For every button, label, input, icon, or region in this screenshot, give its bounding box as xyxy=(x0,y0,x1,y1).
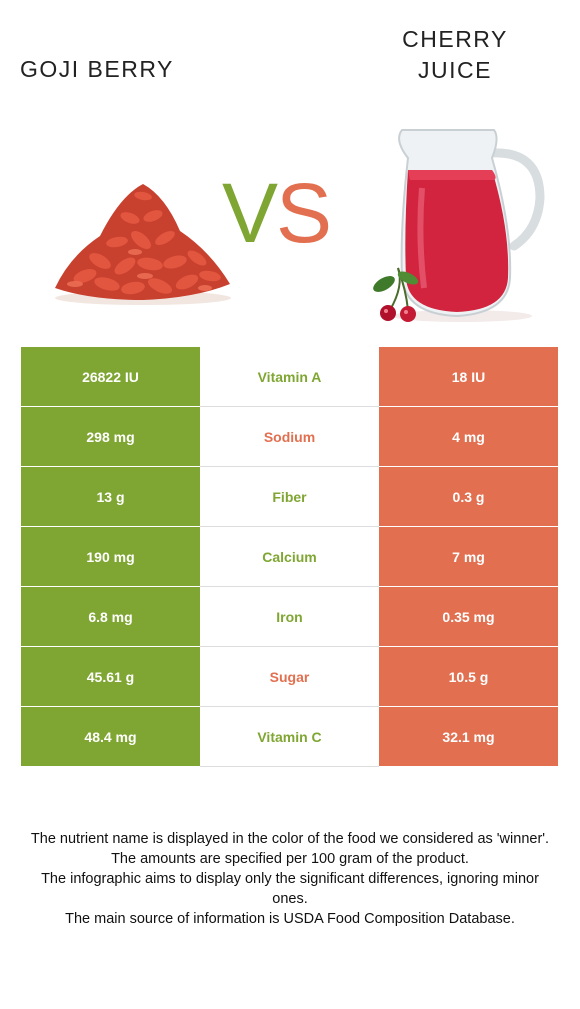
left-value: 45.61 g xyxy=(21,647,200,707)
footer-line-1: The nutrient name is displayed in the co… xyxy=(30,831,550,847)
vs-v: V xyxy=(222,166,278,260)
right-food-title: CHERRY JUICE xyxy=(370,24,540,86)
left-value: 26822 IU xyxy=(21,347,200,407)
footer-line-4: The main source of information is USDA F… xyxy=(65,911,515,927)
table-row: 48.4 mg Vitamin C 32.1 mg xyxy=(21,707,558,767)
table-row: 190 mg Calcium 7 mg xyxy=(21,527,558,587)
right-value: 0.3 g xyxy=(379,467,558,527)
nutrient-name: Fiber xyxy=(200,467,379,527)
right-food-title-line1: CHERRY xyxy=(402,26,508,52)
footer-line-2: The amounts are specified per 100 gram o… xyxy=(111,851,469,867)
vs-s: S xyxy=(276,166,332,260)
vs-label: VS xyxy=(222,168,352,258)
right-value: 32.1 mg xyxy=(379,707,558,767)
right-value: 10.5 g xyxy=(379,647,558,707)
right-value: 18 IU xyxy=(379,347,558,407)
nutrient-name: Vitamin A xyxy=(200,347,379,407)
table-row: 13 g Fiber 0.3 g xyxy=(21,467,558,527)
nutrient-name: Sugar xyxy=(200,647,379,707)
left-value: 48.4 mg xyxy=(21,707,200,767)
left-value: 190 mg xyxy=(21,527,200,587)
left-value: 298 mg xyxy=(21,407,200,467)
cherry-juice-pitcher-image xyxy=(373,129,545,322)
nutrient-name: Calcium xyxy=(200,527,379,587)
footer-line-3: The infographic aims to display only the… xyxy=(41,871,539,907)
footer-notes: The nutrient name is displayed in the co… xyxy=(30,829,550,929)
right-food-title-line2: JUICE xyxy=(418,57,492,83)
left-value: 6.8 mg xyxy=(21,587,200,647)
nutrient-name: Sodium xyxy=(200,407,379,467)
table-row: 26822 IU Vitamin A 18 IU xyxy=(21,347,558,407)
table-row: 298 mg Sodium 4 mg xyxy=(21,407,558,467)
right-value: 7 mg xyxy=(379,527,558,587)
right-value: 0.35 mg xyxy=(379,587,558,647)
left-food-title: GOJI BERRY xyxy=(20,56,174,82)
table-row: 6.8 mg Iron 0.35 mg xyxy=(21,587,558,647)
nutrient-name: Iron xyxy=(200,587,379,647)
right-value: 4 mg xyxy=(379,407,558,467)
nutrient-name: Vitamin C xyxy=(200,707,379,767)
table-row: 45.61 g Sugar 10.5 g xyxy=(21,647,558,707)
left-value: 13 g xyxy=(21,467,200,527)
nutrient-comparison-table: 26822 IU Vitamin A 18 IU 298 mg Sodium 4 mg 13… xyxy=(21,347,558,767)
goji-berry-image xyxy=(55,184,231,305)
